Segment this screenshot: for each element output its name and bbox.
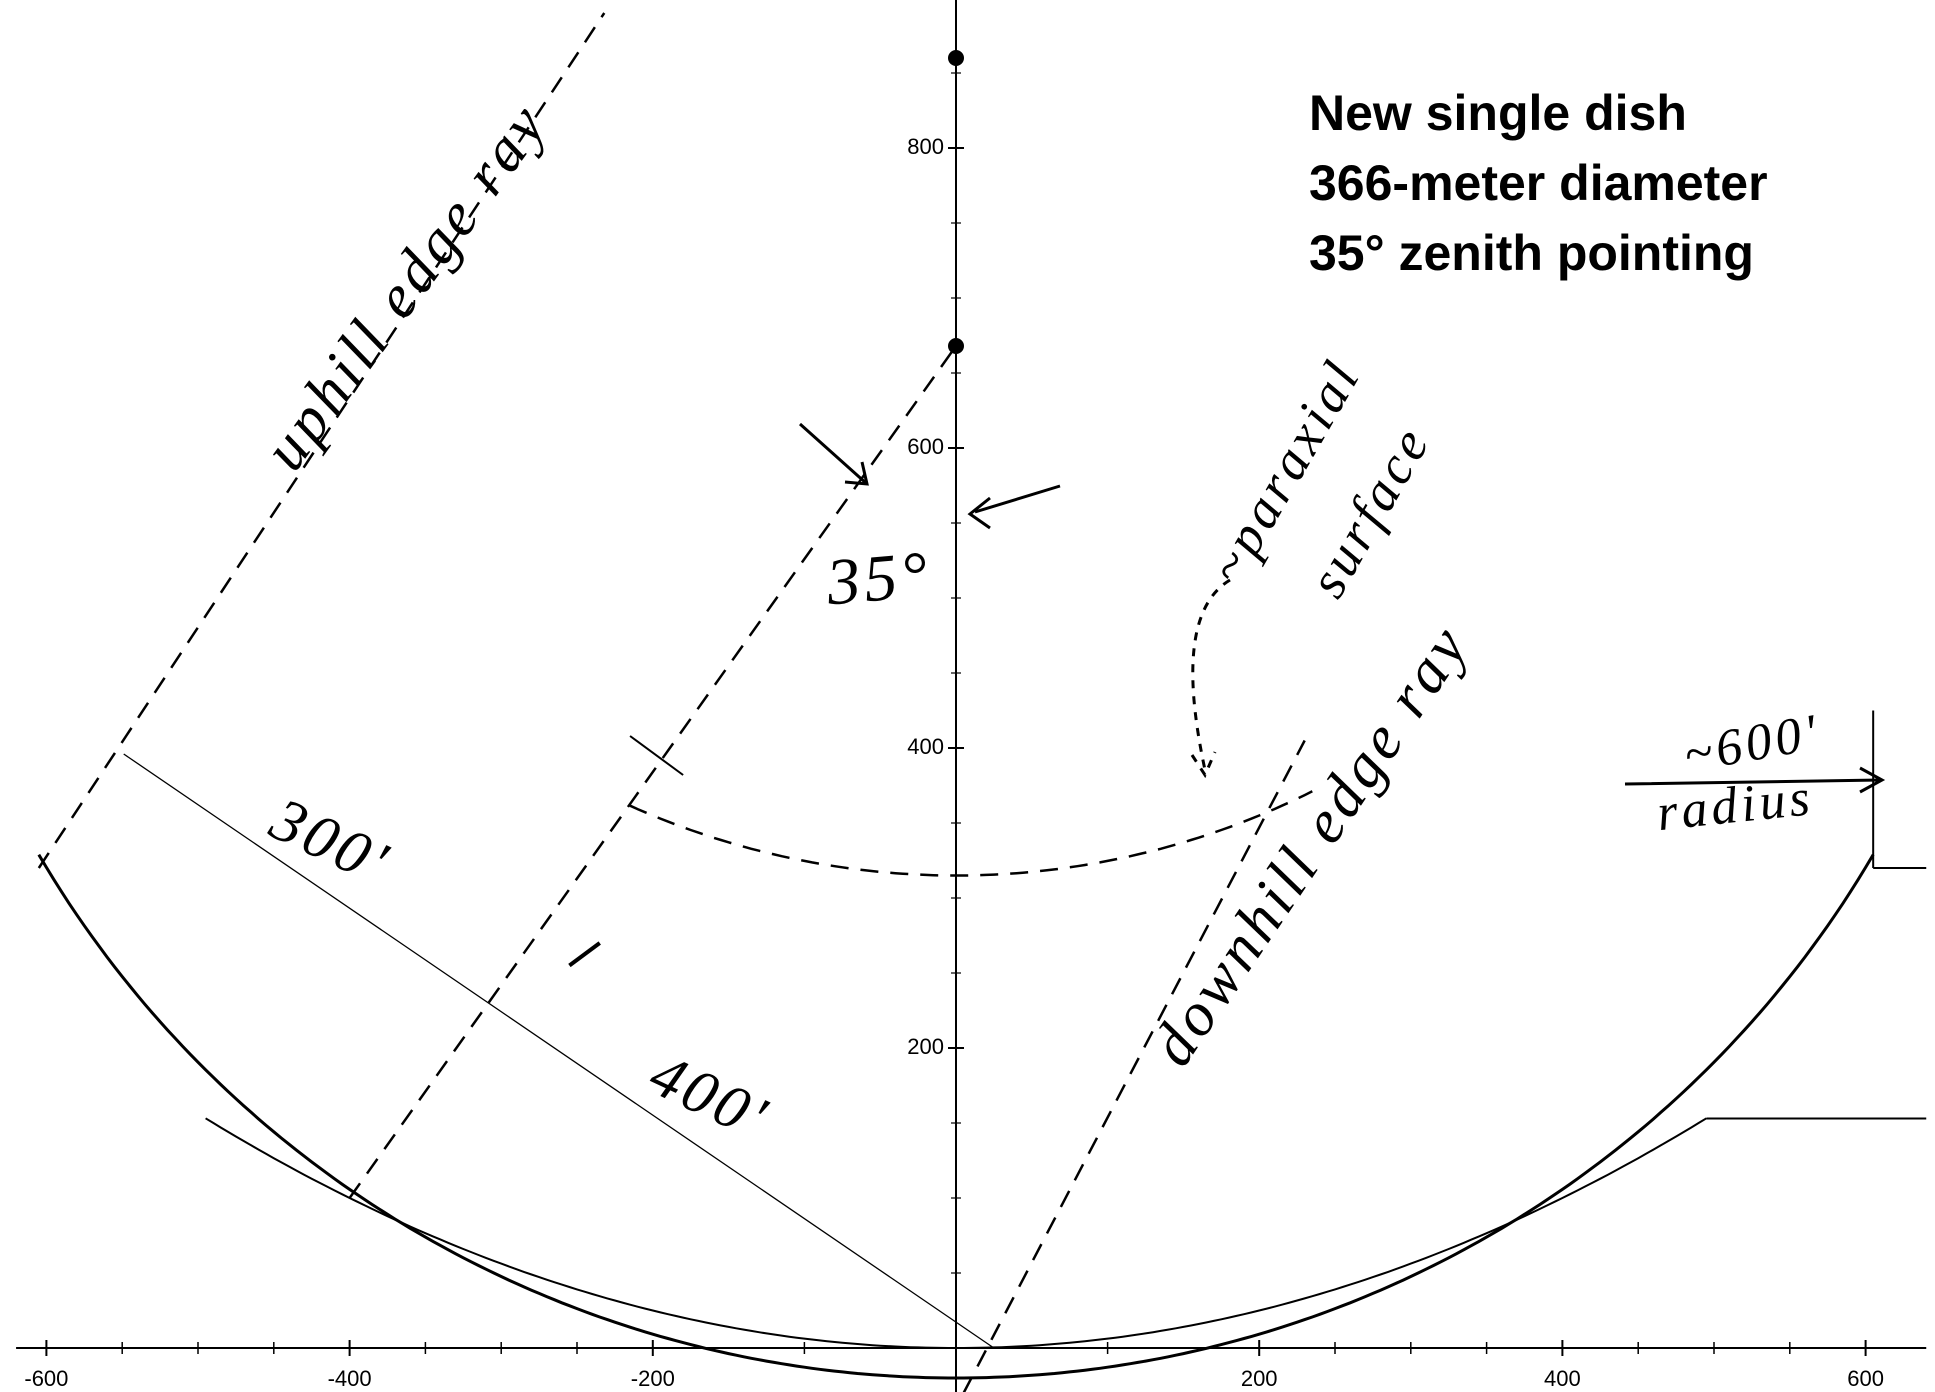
arrow <box>1190 578 1231 779</box>
dish-surface <box>37 853 1875 1380</box>
radius-line <box>123 753 995 1349</box>
x-tick-label: 600 <box>1847 1366 1884 1391</box>
uphill-label: uphill edge ray <box>250 90 561 482</box>
y-tick-label: 200 <box>907 1034 944 1059</box>
x-tick-label: 400 <box>1544 1366 1581 1391</box>
focus-dot <box>948 338 964 354</box>
x-tick-label: -400 <box>328 1366 372 1391</box>
length-label: 400' <box>640 1040 780 1153</box>
x-tick-label: -600 <box>24 1366 68 1391</box>
x-tick-label: -200 <box>631 1366 675 1391</box>
angle-label: 35° <box>823 538 934 620</box>
paraxial-arc <box>629 790 1313 877</box>
downhill-label: downhill edge ray <box>1138 612 1483 1078</box>
arrows <box>798 422 1886 794</box>
arrow <box>798 422 869 486</box>
length-label: 300' <box>260 785 400 899</box>
y-tick-label: 600 <box>907 434 944 459</box>
x-tick-label: 200 <box>1241 1366 1278 1391</box>
focus-dot <box>948 50 964 66</box>
cross-tick <box>568 941 601 968</box>
parabola <box>205 1117 1707 1349</box>
arrow <box>1624 766 1886 794</box>
y-tick-label: 400 <box>907 734 944 759</box>
y-tick-label: 800 <box>907 134 944 159</box>
title-line: 366-meter diameter <box>1309 155 1768 211</box>
title-line: 35° zenith pointing <box>1309 225 1754 281</box>
uphill-ray <box>37 12 606 869</box>
cross-tick <box>629 735 684 776</box>
center-ray <box>348 345 958 1199</box>
downhill-ray <box>962 739 1306 1392</box>
title-line: New single dish <box>1309 85 1687 141</box>
arrow <box>967 484 1061 530</box>
